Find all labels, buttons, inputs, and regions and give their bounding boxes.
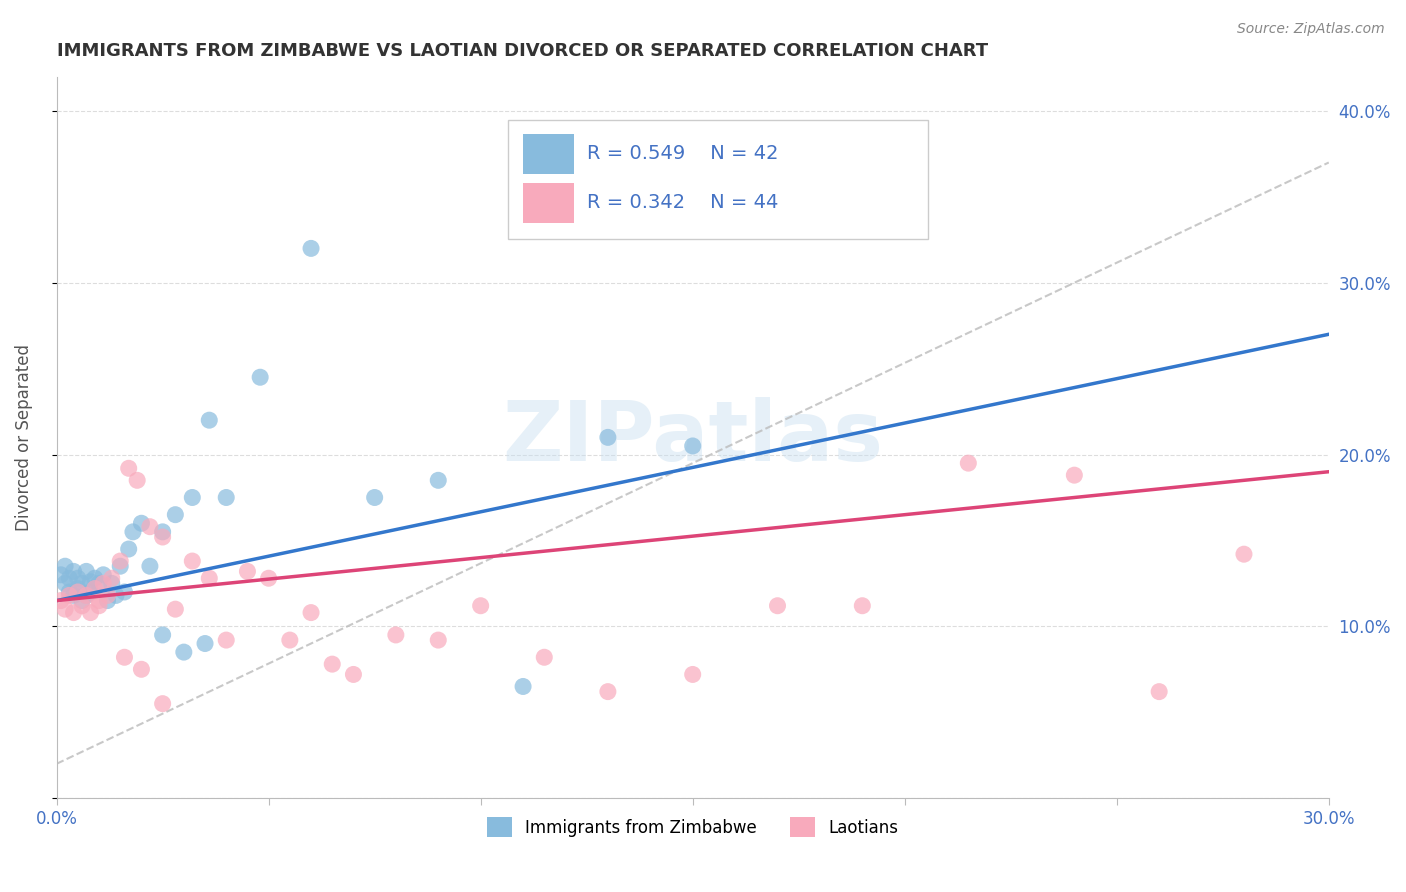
FancyBboxPatch shape (508, 120, 928, 239)
Point (682, 667, 704, 681)
Point (342, 667, 364, 681)
Point (427, 473, 450, 487)
Point (299, 241, 322, 255)
Point (87, 593, 110, 607)
Legend: Immigrants from Zimbabwe, Laotians: Immigrants from Zimbabwe, Laotians (481, 810, 905, 844)
Point (49, 593, 72, 607)
FancyBboxPatch shape (523, 184, 575, 223)
Point (139, 559, 162, 574)
Point (198, 571, 221, 585)
Point (87, 576, 110, 591)
Point (596, 684, 619, 698)
Point (79, 585, 101, 599)
Point (131, 662, 153, 676)
Point (79, 574, 101, 589)
Point (75, 589, 97, 603)
Point (851, 599, 873, 613)
FancyBboxPatch shape (523, 135, 575, 174)
Point (66, 571, 89, 585)
Point (278, 633, 301, 648)
Point (96, 589, 118, 603)
Point (1147, 684, 1170, 698)
Point (215, 633, 238, 648)
Point (58, 585, 80, 599)
Point (596, 430, 619, 444)
Point (110, 554, 132, 568)
Text: ZIPatlas: ZIPatlas (502, 397, 883, 478)
Point (152, 697, 174, 711)
Point (257, 571, 280, 585)
Point (131, 516, 153, 531)
Point (139, 519, 162, 533)
Point (427, 633, 450, 648)
Point (470, 599, 492, 613)
Point (152, 530, 174, 544)
Point (118, 542, 141, 557)
Point (363, 491, 385, 505)
Point (91, 576, 114, 591)
Y-axis label: Divorced or Separated: Divorced or Separated (15, 344, 32, 531)
Point (62, 606, 84, 620)
Point (53, 576, 76, 591)
Point (1063, 468, 1085, 483)
Point (766, 599, 789, 613)
Point (83, 571, 105, 585)
Point (181, 491, 204, 505)
Point (533, 650, 555, 665)
Point (100, 576, 122, 591)
Point (957, 456, 980, 470)
Point (114, 585, 136, 599)
Point (100, 571, 122, 585)
Point (321, 657, 343, 672)
Point (127, 473, 149, 487)
Point (104, 589, 127, 603)
Point (58, 571, 80, 585)
Point (173, 645, 195, 659)
Point (110, 559, 132, 574)
Point (1233, 547, 1256, 561)
Point (53, 602, 76, 616)
Point (70, 599, 93, 613)
Point (70, 576, 93, 591)
Point (118, 461, 141, 475)
Point (53, 559, 76, 574)
Point (152, 628, 174, 642)
Point (83, 582, 105, 596)
Text: Source: ZipAtlas.com: Source: ZipAtlas.com (1237, 22, 1385, 37)
Point (49, 567, 72, 582)
Text: IMMIGRANTS FROM ZIMBABWE VS LAOTIAN DIVORCED OR SEPARATED CORRELATION CHART: IMMIGRANTS FROM ZIMBABWE VS LAOTIAN DIVO… (56, 42, 988, 60)
Point (512, 680, 534, 694)
Text: R = 0.549    N = 42: R = 0.549 N = 42 (588, 145, 779, 163)
Point (236, 565, 259, 579)
Point (66, 582, 89, 596)
Point (87, 599, 110, 613)
Point (91, 567, 114, 582)
Point (215, 491, 238, 505)
Point (299, 606, 322, 620)
Point (122, 524, 145, 539)
Text: R = 0.342    N = 44: R = 0.342 N = 44 (588, 194, 779, 212)
Point (198, 413, 221, 427)
Point (249, 370, 271, 384)
Point (194, 636, 217, 650)
Point (70, 593, 93, 607)
Point (682, 439, 704, 453)
Point (75, 565, 97, 579)
Point (165, 602, 187, 616)
Point (66, 585, 89, 599)
Point (75, 589, 97, 603)
Point (96, 593, 118, 607)
Point (152, 524, 174, 539)
Point (181, 554, 204, 568)
Point (62, 589, 84, 603)
Point (62, 565, 84, 579)
Point (58, 589, 80, 603)
Point (165, 508, 187, 522)
Point (114, 650, 136, 665)
Point (79, 606, 101, 620)
Point (385, 628, 408, 642)
